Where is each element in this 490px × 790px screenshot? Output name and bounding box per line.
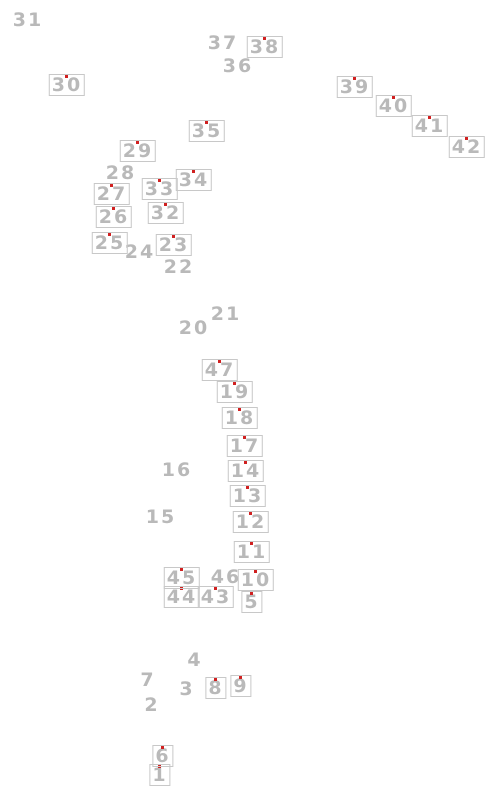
marker-dot bbox=[108, 233, 111, 236]
marker-dot bbox=[428, 116, 431, 119]
marker-dot bbox=[112, 207, 115, 210]
point-label: 37 bbox=[207, 32, 239, 54]
marker-dot bbox=[254, 570, 257, 573]
marker-dot bbox=[136, 141, 139, 144]
marker-dot bbox=[214, 587, 217, 590]
point-label: 25 bbox=[91, 232, 129, 254]
point-label: 34 bbox=[175, 169, 213, 191]
point-label: 21 bbox=[210, 303, 242, 325]
marker-dot bbox=[172, 235, 175, 238]
point-label: 42 bbox=[448, 136, 486, 158]
point-label: 35 bbox=[188, 120, 226, 142]
point-label: 22 bbox=[163, 256, 195, 278]
marker-dot bbox=[192, 170, 195, 173]
marker-dot bbox=[214, 678, 217, 681]
point-label: 17 bbox=[226, 435, 264, 457]
point-label: 2 bbox=[144, 694, 160, 716]
point-label: 19 bbox=[216, 381, 254, 403]
point-label: 4 bbox=[187, 649, 203, 671]
point-label: 27 bbox=[93, 183, 131, 205]
marker-dot bbox=[205, 121, 208, 124]
marker-dot bbox=[250, 592, 253, 595]
marker-dot bbox=[353, 77, 356, 80]
point-label: 44 bbox=[163, 586, 201, 608]
point-label: 1 bbox=[149, 764, 171, 786]
point-label: 5 bbox=[241, 591, 263, 613]
point-label: 26 bbox=[95, 206, 133, 228]
point-label: 33 bbox=[141, 178, 179, 200]
marker-dot bbox=[249, 512, 252, 515]
point-label: 38 bbox=[246, 36, 284, 58]
marker-dot bbox=[263, 37, 266, 40]
point-label: 13 bbox=[229, 485, 267, 507]
marker-dot bbox=[392, 96, 395, 99]
point-label: 24 bbox=[124, 241, 156, 263]
point-label: 9 bbox=[230, 675, 252, 697]
point-label: 16 bbox=[161, 459, 193, 481]
marker-dot bbox=[161, 746, 164, 749]
point-label: 46 bbox=[210, 566, 242, 588]
marker-dot bbox=[158, 179, 161, 182]
marker-dot bbox=[465, 137, 468, 140]
point-label: 15 bbox=[145, 506, 177, 528]
point-label: 31 bbox=[12, 9, 44, 31]
point-label: 6 bbox=[152, 745, 174, 767]
point-label: 14 bbox=[227, 460, 265, 482]
marker-dot bbox=[110, 184, 113, 187]
point-label: 47 bbox=[201, 359, 239, 381]
point-label: 10 bbox=[237, 569, 275, 591]
point-label: 28 bbox=[105, 162, 137, 184]
point-label: 18 bbox=[221, 407, 259, 429]
point-label: 7 bbox=[140, 669, 156, 691]
point-label: 32 bbox=[147, 202, 185, 224]
point-label: 40 bbox=[375, 95, 413, 117]
marker-dot bbox=[246, 486, 249, 489]
marker-dot bbox=[244, 461, 247, 464]
marker-dot bbox=[180, 568, 183, 571]
marker-dot bbox=[233, 382, 236, 385]
marker-dot bbox=[218, 360, 221, 363]
point-label: 41 bbox=[411, 115, 449, 137]
marker-dot bbox=[65, 75, 68, 78]
point-label: 12 bbox=[232, 511, 270, 533]
point-label: 11 bbox=[233, 541, 271, 563]
marker-dot bbox=[164, 203, 167, 206]
point-label: 3 bbox=[179, 678, 195, 700]
marker-dot bbox=[238, 408, 241, 411]
point-label: 43 bbox=[197, 586, 235, 608]
point-label: 20 bbox=[178, 317, 210, 339]
point-label: 30 bbox=[48, 74, 86, 96]
point-label: 39 bbox=[336, 76, 374, 98]
marker-dot bbox=[239, 676, 242, 679]
point-label: 29 bbox=[119, 140, 157, 162]
marker-dot bbox=[250, 542, 253, 545]
marker-dot bbox=[243, 436, 246, 439]
point-label: 45 bbox=[163, 567, 201, 589]
point-label: 23 bbox=[155, 234, 193, 256]
point-label: 8 bbox=[205, 677, 227, 699]
point-label: 36 bbox=[222, 55, 254, 77]
